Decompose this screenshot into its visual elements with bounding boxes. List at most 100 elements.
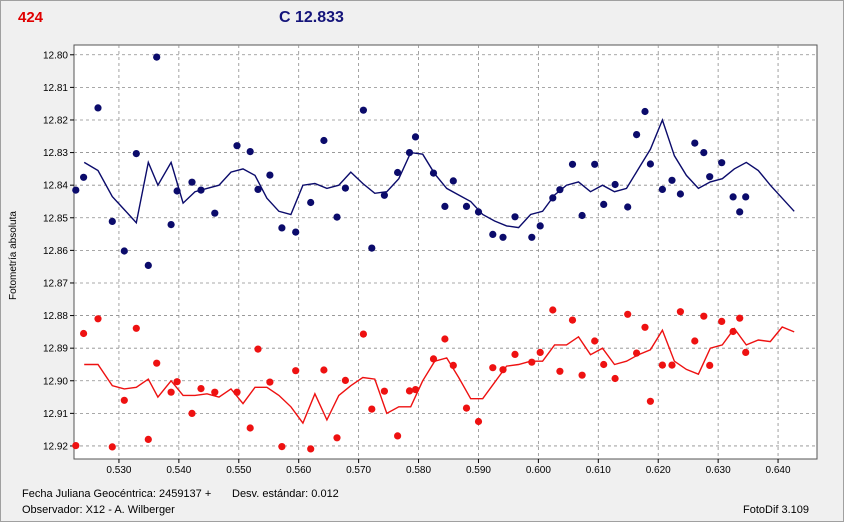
blue-data-point: [499, 233, 507, 241]
blue-data-point: [333, 213, 341, 221]
red-data-point: [646, 397, 655, 405]
red-data-point: [94, 315, 102, 323]
blue-data-point: [292, 228, 300, 236]
red-data-point: [359, 330, 367, 338]
red-data-point: [368, 405, 376, 413]
x-tick-label: 0.610: [586, 465, 611, 476]
red-data-point: [429, 355, 438, 363]
red-data-point: [278, 443, 286, 451]
blue-data-point: [489, 230, 497, 238]
red-data-point: [233, 388, 241, 396]
blue-data-point: [718, 159, 726, 167]
red-data-point: [320, 366, 328, 374]
blue-data-point: [691, 139, 699, 147]
observer-label: Observador: X12 - A. Wilberger: [22, 504, 175, 516]
comparison-label: C 12.833: [279, 9, 344, 26]
blue-data-point: [700, 149, 708, 157]
blue-data-point: [474, 208, 483, 216]
red-data-point: [536, 348, 544, 356]
blue-data-point: [173, 187, 181, 195]
red-data-point: [556, 367, 564, 375]
blue-data-point: [368, 244, 376, 252]
blue-data-point: [658, 185, 667, 193]
red-data-point: [549, 306, 557, 314]
red-data-point: [341, 376, 349, 384]
blue-data-point: [120, 247, 128, 255]
red-data-point: [188, 409, 196, 417]
x-tick-label: 0.530: [106, 465, 131, 476]
star-id-label: 424: [18, 9, 44, 26]
red-data-point: [394, 432, 402, 440]
red-data-point: [449, 361, 457, 369]
software-label: FotoDif 3.109: [743, 504, 810, 516]
red-data-point: [718, 317, 726, 325]
blue-data-point: [511, 213, 519, 221]
y-tick-label: 12.82: [43, 115, 68, 126]
red-data-point: [591, 337, 599, 345]
x-tick-label: 0.570: [346, 465, 371, 476]
x-tick-label: 0.580: [406, 465, 431, 476]
blue-data-point: [641, 107, 649, 116]
plot-area: [73, 44, 818, 460]
blue-data-point: [600, 200, 608, 208]
x-tick-label: 0.600: [526, 465, 551, 476]
julian-date-label: Fecha Juliana Geocéntrica: 2459137 +: [22, 488, 212, 500]
blue-data-point: [246, 148, 254, 156]
red-data-point: [658, 361, 667, 369]
x-tick-label: 0.560: [286, 465, 311, 476]
blue-data-point: [278, 224, 286, 232]
y-tick-label: 12.90: [43, 376, 68, 387]
red-data-point: [246, 424, 254, 432]
x-tick-label: 0.630: [706, 465, 731, 476]
red-data-point: [80, 329, 88, 338]
y-tick-label: 12.84: [43, 181, 68, 192]
red-data-point: [706, 361, 714, 369]
blue-data-point: [429, 169, 438, 177]
red-data-point: [307, 445, 315, 453]
red-data-point: [600, 360, 608, 369]
blue-data-point: [144, 261, 152, 269]
blue-data-point: [254, 185, 262, 193]
red-data-point: [568, 316, 577, 324]
blue-data-point: [528, 233, 536, 241]
x-tick-label: 0.540: [166, 465, 191, 476]
red-data-point: [405, 387, 414, 395]
y-tick-label: 12.85: [43, 213, 68, 224]
blue-data-point: [233, 142, 241, 150]
blue-data-point: [536, 222, 544, 230]
red-data-point: [132, 324, 140, 332]
red-trend-line: [84, 326, 795, 425]
red-data-point: [729, 327, 737, 336]
red-data-point: [292, 367, 300, 375]
blue-data-point: [549, 194, 557, 202]
red-data-point: [691, 337, 699, 345]
blue-data-point: [167, 221, 175, 229]
red-data-point: [499, 366, 507, 374]
blue-data-point: [578, 211, 586, 220]
blue-data-point: [341, 184, 349, 192]
red-data-point: [144, 435, 152, 443]
blue-data-point: [266, 171, 274, 179]
red-data-point: [108, 443, 116, 451]
red-data-point: [676, 308, 685, 316]
blue-data-point: [380, 191, 388, 199]
red-data-point: [380, 387, 388, 395]
y-tick-label: 12.91: [43, 409, 68, 420]
blue-data-point: [742, 193, 750, 201]
red-data-point: [72, 442, 80, 450]
red-data-point: [528, 358, 536, 366]
red-data-point: [167, 388, 175, 396]
y-tick-label: 12.89: [43, 344, 68, 355]
red-data-point: [611, 374, 619, 383]
blue-data-point: [624, 203, 632, 211]
blue-data-point: [320, 136, 328, 145]
y-axis-label: Fotometría absoluta: [8, 211, 19, 300]
blue-data-point: [441, 202, 449, 210]
red-data-point: [641, 323, 649, 331]
blue-data-point: [132, 150, 140, 158]
blue-data-point: [359, 106, 367, 114]
stdev-label: Desv. estándar: 0.012: [232, 488, 339, 500]
blue-data-point: [211, 209, 219, 217]
blue-data-point: [411, 133, 420, 141]
